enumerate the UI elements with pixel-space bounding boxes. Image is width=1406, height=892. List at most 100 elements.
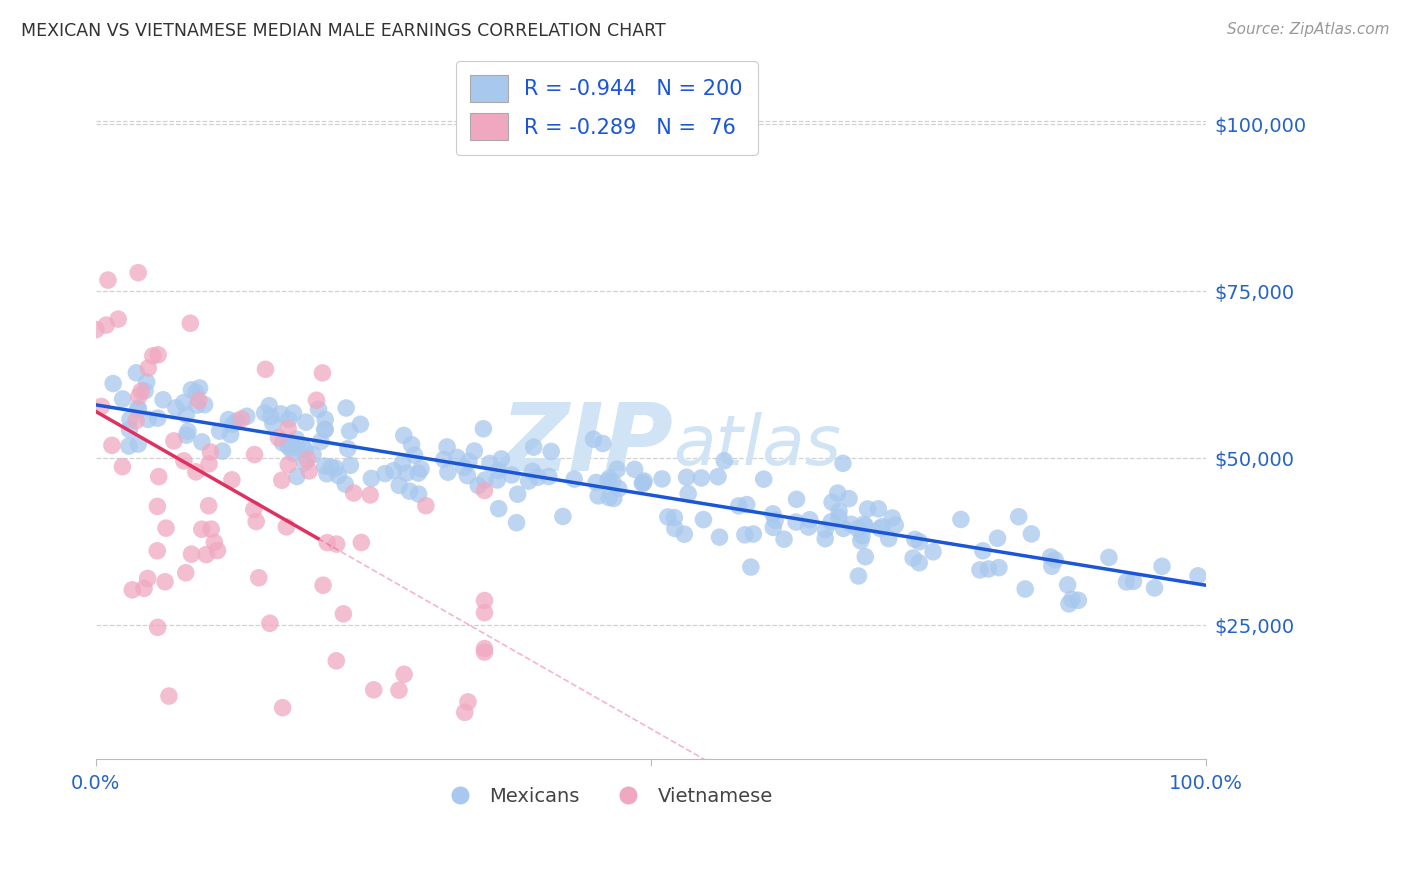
- Point: [908, 556, 931, 570]
- Point: [208, 424, 231, 438]
- Point: [537, 469, 560, 483]
- Point: [374, 467, 396, 481]
- Point: [409, 462, 432, 476]
- Point: [877, 532, 900, 546]
- Point: [197, 499, 219, 513]
- Point: [312, 578, 335, 592]
- Point: [270, 407, 292, 421]
- Point: [664, 510, 686, 524]
- Point: [382, 464, 405, 478]
- Point: [176, 408, 198, 422]
- Point: [763, 513, 786, 527]
- Point: [631, 476, 654, 491]
- Point: [295, 415, 318, 429]
- Point: [188, 381, 211, 395]
- Point: [631, 476, 654, 491]
- Point: [283, 406, 305, 420]
- Point: [401, 437, 423, 451]
- Point: [195, 548, 218, 562]
- Point: [598, 471, 620, 485]
- Point: [118, 439, 141, 453]
- Point: [848, 569, 870, 583]
- Point: [1067, 593, 1090, 607]
- Point: [474, 473, 496, 487]
- Point: [1056, 578, 1078, 592]
- Text: Source: ZipAtlas.com: Source: ZipAtlas.com: [1226, 22, 1389, 37]
- Point: [846, 522, 869, 536]
- Point: [713, 454, 735, 468]
- Point: [977, 562, 1000, 576]
- Point: [391, 456, 413, 470]
- Point: [111, 392, 134, 406]
- Point: [142, 349, 165, 363]
- Point: [277, 458, 299, 472]
- Point: [832, 521, 855, 535]
- Point: [219, 427, 242, 442]
- Point: [586, 489, 609, 503]
- Point: [607, 482, 630, 496]
- Point: [742, 527, 765, 541]
- Point: [501, 467, 523, 482]
- Point: [343, 486, 366, 500]
- Point: [235, 409, 257, 424]
- Point: [949, 512, 972, 526]
- Point: [851, 529, 873, 543]
- Point: [277, 412, 299, 426]
- Point: [690, 471, 713, 485]
- Point: [332, 607, 354, 621]
- Text: ZIP: ZIP: [501, 400, 673, 491]
- Point: [908, 534, 931, 549]
- Point: [190, 522, 212, 536]
- Point: [217, 412, 239, 426]
- Point: [177, 425, 200, 439]
- Point: [101, 438, 124, 452]
- Point: [271, 436, 294, 450]
- Point: [987, 560, 1010, 574]
- Point: [395, 466, 418, 480]
- Point: [1143, 581, 1166, 595]
- Point: [155, 521, 177, 535]
- Point: [821, 495, 844, 509]
- Point: [727, 499, 749, 513]
- Point: [200, 522, 222, 536]
- Point: [253, 406, 276, 420]
- Point: [285, 441, 308, 455]
- Point: [271, 700, 294, 714]
- Point: [922, 545, 945, 559]
- Point: [623, 462, 645, 476]
- Point: [773, 532, 796, 546]
- Point: [453, 460, 475, 475]
- Point: [486, 473, 509, 487]
- Point: [488, 464, 510, 478]
- Point: [404, 448, 426, 462]
- Point: [474, 645, 496, 659]
- Point: [523, 440, 546, 454]
- Point: [882, 511, 904, 525]
- Point: [221, 473, 243, 487]
- Point: [582, 432, 605, 446]
- Point: [285, 432, 308, 446]
- Point: [488, 501, 510, 516]
- Point: [135, 375, 157, 389]
- Point: [270, 473, 292, 487]
- Point: [786, 492, 808, 507]
- Point: [259, 616, 281, 631]
- Point: [505, 516, 527, 530]
- Point: [527, 470, 550, 484]
- Point: [467, 478, 489, 492]
- Point: [446, 450, 468, 465]
- Point: [184, 385, 207, 400]
- Point: [245, 515, 267, 529]
- Point: [118, 423, 141, 437]
- Point: [191, 434, 214, 449]
- Point: [107, 312, 129, 326]
- Point: [146, 543, 169, 558]
- Point: [339, 424, 361, 438]
- Point: [602, 475, 624, 489]
- Point: [596, 474, 619, 488]
- Point: [849, 533, 872, 548]
- Point: [257, 399, 280, 413]
- Point: [853, 549, 876, 564]
- Point: [1060, 592, 1083, 607]
- Point: [762, 520, 785, 534]
